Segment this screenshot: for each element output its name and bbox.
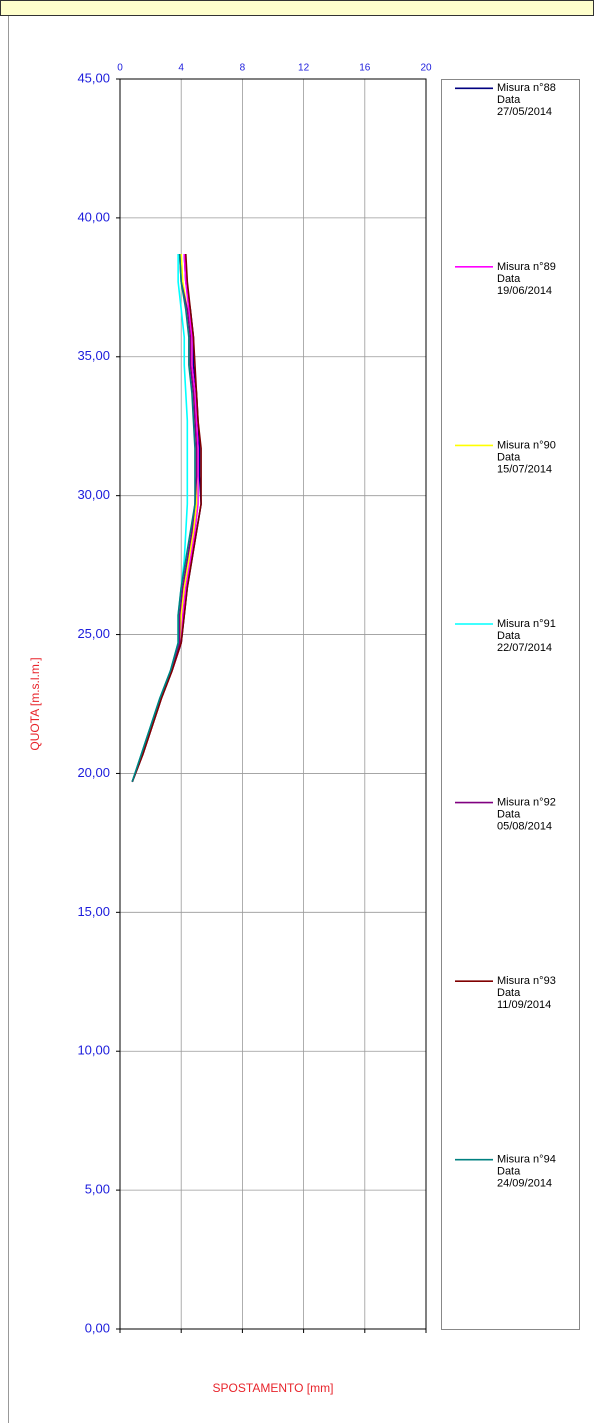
y-tick-label: 35,00	[77, 348, 110, 363]
legend-date: 11/09/2014	[497, 999, 551, 1011]
legend-label: Misura n°88	[497, 82, 556, 94]
legend-label: Misura n°93	[497, 975, 556, 987]
legend-label: Misura n°90	[497, 439, 556, 451]
legend-date-label: Data	[497, 987, 521, 999]
legend-label: Misura n°92	[497, 796, 556, 808]
legend-date-label: Data	[497, 808, 521, 820]
x-tick-label: 12	[298, 63, 310, 74]
legend-date: 22/07/2014	[497, 642, 552, 654]
y-tick-label: 30,00	[77, 487, 110, 502]
y-tick-label: 10,00	[77, 1043, 110, 1058]
legend-date-label: Data	[497, 451, 521, 463]
y-tick-label: 5,00	[85, 1182, 110, 1197]
legend-box	[441, 79, 580, 1330]
legend-date: 24/09/2014	[497, 1178, 552, 1190]
legend-date-label: Data	[497, 273, 521, 285]
plot-border	[119, 78, 427, 1330]
legend-date-label: Data	[497, 1166, 521, 1178]
legend-date-label: Data	[497, 630, 521, 642]
legend-label: Misura n°89	[497, 261, 556, 273]
legend-label: Misura n°91	[497, 618, 556, 630]
x-tick-label: 20	[420, 63, 432, 74]
legend-date-label: Data	[497, 94, 521, 106]
y-tick-label: 20,00	[77, 765, 110, 780]
series-line	[131, 253, 202, 783]
y-tick-label: 15,00	[77, 904, 110, 919]
y-tick-label: 0,00	[85, 1320, 110, 1335]
legend-date: 27/05/2014	[497, 106, 552, 118]
legend-date: 15/07/2014	[497, 463, 552, 475]
header-bar	[0, 0, 594, 16]
y-tick-label: 25,00	[77, 626, 110, 641]
series-line	[131, 253, 196, 783]
x-axis-label: SPOSTAMENTO [mm]	[213, 1381, 334, 1395]
legend-date: 05/08/2014	[497, 820, 552, 832]
x-tick-label: 8	[240, 63, 246, 74]
legend-date: 19/06/2014	[497, 285, 552, 297]
legend-label: Misura n°94	[497, 1154, 556, 1166]
y-axis-label: QUOTA [m.s.l.m.]	[28, 657, 42, 750]
y-tick-label: 45,00	[77, 70, 110, 85]
x-tick-label: 0	[117, 63, 123, 74]
x-tick-label: 16	[359, 63, 371, 74]
y-tick-label: 40,00	[77, 209, 110, 224]
x-tick-label: 4	[178, 63, 184, 74]
